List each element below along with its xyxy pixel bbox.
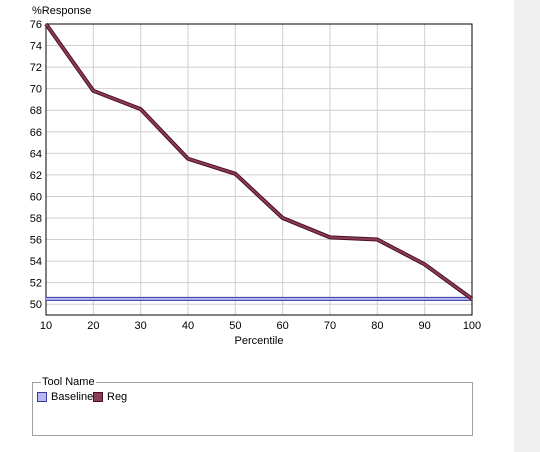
legend-label-reg: Reg	[107, 391, 128, 403]
series-line-reg	[45, 23, 473, 300]
legend-item-baseline: Baseline	[37, 391, 93, 403]
y-tick-label: 74	[30, 41, 42, 53]
y-tick-label: 68	[30, 105, 42, 117]
legend-title: Tool Name	[41, 375, 96, 389]
x-tick-label: 20	[87, 320, 99, 332]
y-tick-label: 58	[30, 213, 42, 225]
x-tick-label: 50	[229, 320, 241, 332]
y-tick-label: 72	[30, 62, 42, 74]
series-layer	[44, 22, 474, 301]
grid-layer	[45, 23, 473, 315]
x-tick-label: 30	[135, 320, 147, 332]
y-tick-label: 70	[30, 84, 42, 96]
series-line-reg-outline	[44, 22, 474, 301]
tick-label-layer: 10 20 30 40 50 60 70 80 90 100 50 52 54 56 58 60 62 64 66 6…	[30, 19, 481, 332]
plot-frame	[45, 23, 473, 316]
y-axis-label: %Response	[32, 5, 91, 17]
x-tick-label: 40	[182, 320, 194, 332]
x-tick-label: 10	[40, 320, 52, 332]
y-tick-label: 60	[30, 191, 42, 203]
legend-box: Tool Name Baseline Reg	[32, 375, 473, 436]
legend-item-reg: Reg	[93, 391, 127, 403]
y-tick-label: 52	[30, 278, 42, 290]
window-edge	[514, 0, 540, 452]
y-tick-label: 64	[30, 148, 42, 160]
line-chart: 10 20 30 40 50 60 70 80 90 100 50 52 54 56 58 60 62 64 66 6…	[30, 5, 481, 347]
x-axis-label: Percentile	[235, 335, 284, 347]
x-tick-label: 100	[463, 320, 481, 332]
legend-label-baseline: Baseline	[51, 391, 94, 403]
y-tick-label: 50	[30, 299, 42, 311]
chart-area: 10 20 30 40 50 60 70 80 90 100 50 52 54 56 58 60 62 64 66 6…	[29, 5, 482, 436]
y-tick-label: 66	[30, 127, 42, 139]
legend-swatch-baseline	[37, 392, 47, 402]
y-tick-label: 76	[30, 19, 42, 31]
x-tick-label: 80	[371, 320, 383, 332]
y-tick-label: 62	[30, 170, 42, 182]
x-tick-label: 60	[277, 320, 289, 332]
y-tick-label: 56	[30, 235, 42, 247]
legend-swatch-reg	[93, 392, 103, 402]
x-tick-label: 90	[419, 320, 431, 332]
y-tick-label: 54	[30, 256, 42, 268]
x-tick-label: 70	[324, 320, 336, 332]
